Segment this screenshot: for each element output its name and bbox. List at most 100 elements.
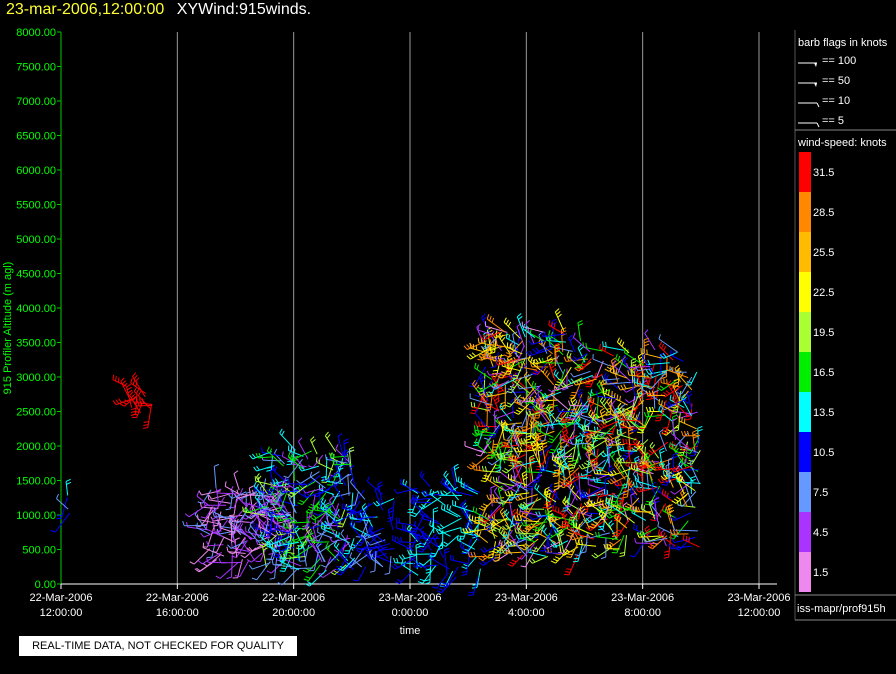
wind-barb (331, 511, 356, 524)
wind-barb (503, 509, 515, 526)
wind-barb (656, 485, 671, 499)
wind-barb (429, 488, 446, 506)
wind-barb (287, 485, 307, 498)
wind-barb (254, 476, 276, 487)
wind-barb (281, 451, 296, 464)
wind-barb (534, 483, 551, 503)
wind-barb (226, 554, 233, 579)
wind-barb (266, 446, 284, 467)
wind-barb (580, 534, 588, 554)
wind-barb (671, 390, 682, 414)
colorbar-swatch (799, 312, 811, 352)
wind-barb (526, 487, 533, 505)
wind-barb (469, 514, 485, 527)
wind-barb (611, 400, 619, 418)
wind-barb (130, 378, 147, 394)
wind-barb (624, 391, 648, 404)
y-axis-label: 915 Profiler Altitude (m agl) (2, 262, 14, 395)
wind-barb (489, 517, 508, 527)
wind-barb (317, 527, 333, 539)
wind-barb (474, 362, 493, 380)
wind-barb (512, 465, 520, 492)
wind-barb (636, 387, 644, 405)
wind-barb (312, 523, 318, 543)
wind-barb (507, 554, 524, 567)
wind-barb (548, 437, 563, 454)
wind-barb (468, 576, 479, 596)
wind-barb (480, 543, 502, 553)
wind-barb (293, 455, 299, 481)
wind-barb (274, 526, 298, 541)
wind-barb (630, 463, 650, 475)
wind-barb (346, 492, 354, 511)
wind-barb (270, 468, 276, 486)
wind-barb (645, 390, 666, 397)
wind-barb (537, 425, 554, 438)
wind-barb (332, 459, 352, 466)
wind-barb (290, 518, 311, 524)
wind-barb (478, 551, 495, 561)
wind-barb (263, 501, 269, 527)
wind-barb (228, 518, 239, 535)
wind-barb (419, 509, 438, 523)
wind-barb (482, 391, 508, 398)
wind-barb (303, 489, 330, 498)
wind-barb (604, 477, 611, 498)
wind-barb (533, 466, 542, 483)
wind-barb (275, 515, 293, 522)
wind-barb (593, 476, 609, 485)
wind-barb (370, 531, 383, 549)
wind-barb (644, 329, 656, 351)
x-tick-time: 12:00:00 (40, 607, 83, 619)
wind-barb (112, 374, 127, 387)
wind-barb (441, 535, 458, 547)
wind-barb (540, 331, 567, 338)
y-tick-label: 1500.00 (16, 476, 56, 488)
colorbar-swatch (799, 232, 811, 272)
x-tick-time: 4:00:00 (508, 607, 545, 619)
wind-barb (554, 384, 574, 391)
wind-barb (321, 471, 339, 482)
wind-barb (617, 455, 631, 481)
wind-barb (228, 491, 247, 499)
wind-barb (275, 490, 288, 512)
wind-barb (309, 537, 330, 543)
wind-barb (199, 502, 219, 509)
wind-barb (499, 507, 512, 532)
wind-barb (474, 408, 490, 431)
wind-barb (513, 459, 523, 484)
wind-barb (572, 521, 594, 536)
wind-barb (287, 450, 312, 461)
y-tick-label: 1000.00 (16, 510, 56, 522)
wind-barb (393, 487, 418, 494)
wind-barb (132, 372, 146, 398)
wind-barb (596, 453, 611, 472)
y-tick-label: 2000.00 (16, 441, 56, 453)
barb-legend-label: == 10 (822, 95, 850, 107)
wind-barb (651, 481, 658, 500)
wind-barb (206, 540, 224, 547)
chart-title: XYWind:915winds. (176, 1, 312, 18)
wind-barb (410, 498, 431, 518)
wind-barb (654, 464, 677, 471)
wind-barb (504, 360, 516, 375)
x-tick-date: 22-Mar-2006 (262, 592, 325, 604)
wind-barb (283, 458, 303, 479)
wind-barb (65, 478, 72, 496)
wind-barb (548, 380, 566, 393)
wind-barb (561, 426, 570, 448)
wind-barb (633, 377, 650, 387)
wind-barb (407, 549, 432, 555)
wind-barb (616, 429, 637, 441)
wind-barb (253, 481, 270, 503)
wind-barb (253, 522, 271, 534)
x-tick-date: 22-Mar-2006 (146, 592, 209, 604)
wind-barb (196, 491, 210, 507)
wind-barb (277, 567, 299, 586)
wind-barbs (50, 308, 703, 596)
wind-barb (356, 534, 379, 553)
wind-barb (419, 470, 431, 487)
wind-barb (554, 344, 560, 367)
wind-barb (626, 362, 651, 369)
wind-barb (508, 452, 527, 469)
